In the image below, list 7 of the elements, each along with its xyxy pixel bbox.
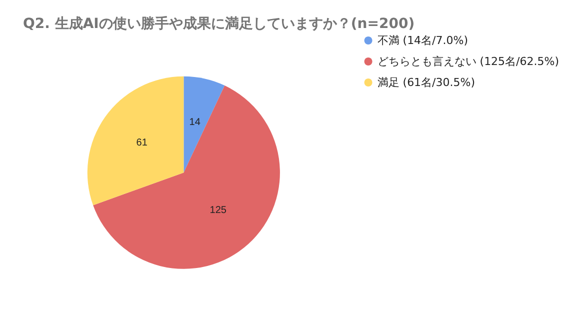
- legend-label: 満足 (61名/30.5%): [377, 76, 476, 89]
- data-label: 14: [189, 117, 201, 128]
- chart-title: Q2. 生成AIの使い勝手や成果に満足していますか？(n=200): [23, 15, 415, 32]
- data-label: 125: [210, 204, 227, 216]
- data-label: 61: [136, 138, 148, 149]
- legend-label: どちらとも言えない (125名/62.5%): [377, 55, 560, 68]
- legend-label: 不満 (14名/7.0%): [377, 34, 468, 47]
